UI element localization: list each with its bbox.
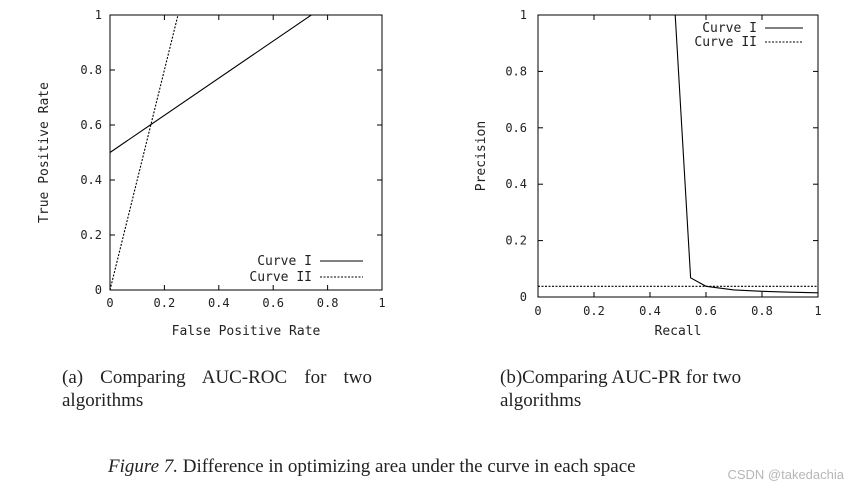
roc-x-tick-label: 0.6 (262, 296, 284, 310)
roc-x-tick-label: 0.2 (154, 296, 176, 310)
pr-y-tick-label: 0.6 (505, 121, 527, 135)
pr-x-axis-title: Recall (655, 324, 702, 339)
pr-y-tick-label: 0.4 (505, 177, 527, 191)
roc-series-curve-i-line (109, 14, 382, 153)
figure-caption: Figure 7. Difference in optimizing area … (108, 456, 636, 478)
roc-y-tick-label: 0.6 (80, 118, 102, 132)
roc-x-tick-label: 1 (378, 296, 385, 310)
pr-x-tick-label: 0.8 (751, 304, 773, 318)
roc-y-tick-label: 0 (95, 283, 102, 297)
roc-y-tick-label: 0.8 (80, 63, 102, 77)
pr-y-tick-label: 0.8 (505, 64, 527, 78)
pr-x-tick-label: 0.4 (639, 304, 661, 318)
roc-x-axis-title: False Positive Rate (172, 324, 321, 339)
pr-y-axis-title: Precision (474, 121, 489, 191)
pr-x-tick-label: 0.6 (695, 304, 717, 318)
roc-x-tick-label: 0 (106, 296, 113, 310)
roc-chart: 0 0.2 0.4 0.6 0.8 1 0 0.2 0.4 0.6 0.8 1 False Positi… (37, 8, 386, 339)
caption-pr-label: (b) (500, 367, 523, 388)
pr-y-tick-label: 0 (520, 290, 527, 304)
pr-chart: 0 0.2 0.4 0.6 0.8 1 0 0.2 0.4 0.6 0.8 1 Recall Precis… (474, 8, 822, 339)
roc-x-tick-label: 0.4 (208, 296, 230, 310)
figure-caption-label: Figure 7. (108, 456, 179, 477)
pr-x-tick-label: 0.2 (583, 304, 605, 318)
caption-roc-text: Comparing AUC-ROC for two algorithms (62, 367, 373, 411)
roc-plot-frame (109, 14, 383, 291)
watermark: CSDN @takedachia (727, 467, 844, 482)
roc-y-tick-label: 0.2 (80, 228, 102, 242)
figure-caption-text: Difference in optimizing area under the … (182, 456, 636, 477)
roc-y-tick-label: 1 (95, 8, 102, 22)
pr-legend-label-curve-ii: Curve II (694, 35, 757, 50)
pr-x-tick-label: 1 (814, 304, 821, 318)
caption-pr: (b)Comparing AUC-PR for two algorithms (500, 366, 812, 412)
pr-series-curve-i-line (674, 14, 819, 294)
roc-series-curve-ii-line (109, 14, 382, 291)
roc-legend-label-curve-ii: Curve II (249, 270, 312, 285)
roc-y-tick-label: 0.4 (80, 173, 102, 187)
caption-pr-text: Comparing AUC-PR for two algorithms (500, 367, 742, 411)
pr-plot-frame (537, 14, 819, 298)
roc-y-axis-title: True Positive Rate (37, 82, 52, 223)
caption-roc: (a) Comparing AUC-ROC for two algorithms (62, 366, 372, 412)
pr-y-tick-label: 1 (520, 8, 527, 22)
pr-legend-label-curve-i: Curve I (702, 21, 757, 36)
pr-y-tick-label: 0.2 (505, 234, 527, 248)
caption-roc-label: (a) (62, 367, 84, 388)
pr-x-tick-label: 0 (534, 304, 541, 318)
roc-x-tick-label: 0.8 (317, 296, 339, 310)
roc-legend-label-curve-i: Curve I (257, 254, 312, 269)
